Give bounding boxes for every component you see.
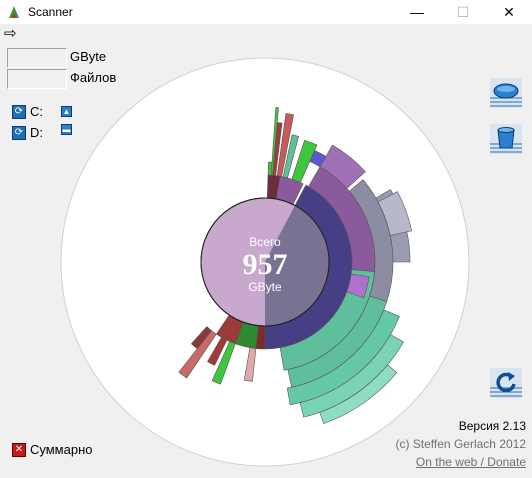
center-total-label: Всего <box>249 235 281 249</box>
ring3-segment-blue[interactable] <box>309 150 327 168</box>
center-disk-used-segment <box>265 205 329 326</box>
trash-icon[interactable] <box>490 124 522 154</box>
drive-d-label[interactable]: D: <box>30 125 43 140</box>
version-label: Версия 2.13 <box>458 419 526 433</box>
summary-icon[interactable]: ✕ <box>12 443 26 457</box>
drive-d-remove-button[interactable]: ▬ <box>61 124 72 135</box>
ring2-segment-green[interactable] <box>291 139 318 183</box>
spike-red-2[interactable] <box>276 113 294 177</box>
drive-c-icon[interactable]: ⟳ <box>12 105 26 119</box>
minimize-button[interactable]: — <box>410 4 424 20</box>
refresh-icon[interactable] <box>490 368 522 398</box>
spike-green-2[interactable] <box>270 107 279 176</box>
drive-c-up-button[interactable]: ▲ <box>61 106 72 117</box>
files-field <box>7 69 67 89</box>
drive-c-label[interactable]: C: <box>30 104 43 119</box>
copyright-label: (c) Steffen Gerlach 2012 <box>395 437 526 451</box>
drive-d-icon[interactable]: ⟳ <box>12 126 26 140</box>
ring3-segment-purple[interactable] <box>319 144 366 189</box>
usage-rings[interactable] <box>178 107 413 425</box>
scanner-app-icon <box>9 6 19 18</box>
ring4-segment-grey-2[interactable] <box>377 191 413 236</box>
center-disk-outline <box>200 197 330 327</box>
close-button[interactable]: ✕ <box>503 4 515 20</box>
window-title: Scanner <box>28 5 73 19</box>
menu-bar: ⇨ <box>0 24 532 44</box>
title-bar: Scanner — ☐ ✕ <box>0 0 532 24</box>
size-field <box>7 48 67 68</box>
center-unit-label: GByte <box>248 280 282 294</box>
ring6-segment-teal[interactable] <box>319 364 398 425</box>
arrow-right-icon[interactable]: ⇨ <box>4 25 17 42</box>
spike-teal[interactable] <box>282 134 300 179</box>
center-disk[interactable]: Всего 957 GByte <box>200 197 330 327</box>
spike-left-pink[interactable] <box>243 347 257 382</box>
spike-left-green[interactable] <box>211 341 236 385</box>
spike-left-red[interactable] <box>207 336 228 366</box>
files-label: Файлов <box>70 70 117 85</box>
summary-label[interactable]: Суммарно <box>30 442 93 457</box>
web-donate-link[interactable]: On the web / Donate <box>415 455 526 469</box>
ring2-segment-violet[interactable] <box>346 273 370 299</box>
spike-left-red-3[interactable] <box>190 326 212 350</box>
size-unit-label: GByte <box>70 49 107 64</box>
disk-icon[interactable] <box>490 78 522 108</box>
maximize-button[interactable]: ☐ <box>456 4 470 20</box>
disk-usage-sunburst[interactable]: Всего 957 GByte <box>40 44 490 474</box>
center-total-value: 957 <box>243 248 288 281</box>
